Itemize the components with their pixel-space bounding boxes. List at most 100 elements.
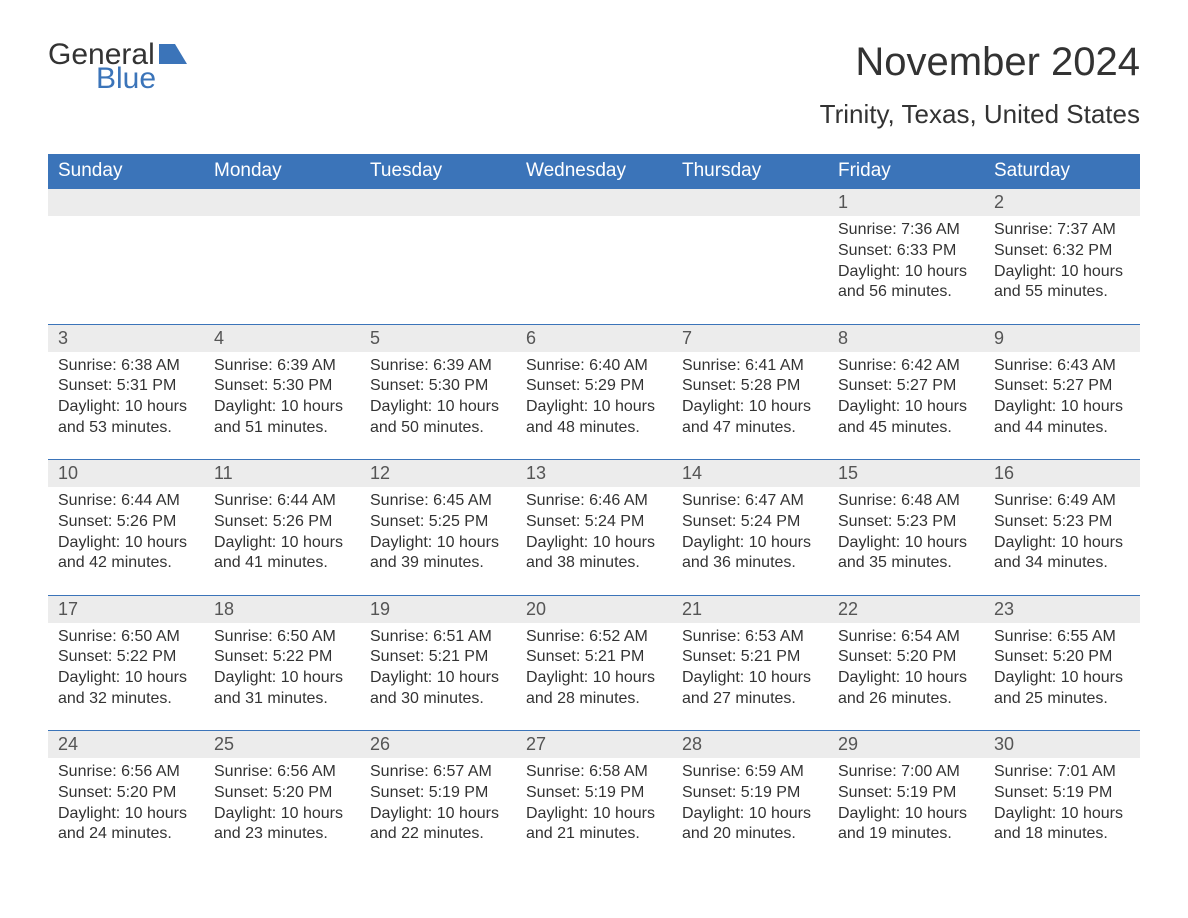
day-number: 19 xyxy=(360,595,516,623)
sunrise-line: Sunrise: 7:37 AM xyxy=(994,220,1130,241)
sunset-line: Sunset: 5:29 PM xyxy=(526,376,662,397)
content-row: Sunrise: 7:36 AMSunset: 6:33 PMDaylight:… xyxy=(48,216,1140,324)
day-cell: Sunrise: 6:45 AMSunset: 5:25 PMDaylight:… xyxy=(360,487,516,595)
sunrise-line: Sunrise: 6:53 AM xyxy=(682,627,818,648)
day-number: 14 xyxy=(672,460,828,488)
sunset-line: Sunset: 5:20 PM xyxy=(838,647,974,668)
daynum-row: 10111213141516 xyxy=(48,460,1140,488)
daylight-line-1: Daylight: 10 hours xyxy=(370,804,506,825)
day-number: 1 xyxy=(828,189,984,217)
day-number: 27 xyxy=(516,731,672,759)
daynum-row: 17181920212223 xyxy=(48,595,1140,623)
sunrise-line: Sunrise: 6:51 AM xyxy=(370,627,506,648)
day-number: 16 xyxy=(984,460,1140,488)
sunrise-line: Sunrise: 6:41 AM xyxy=(682,356,818,377)
content-row: Sunrise: 6:56 AMSunset: 5:20 PMDaylight:… xyxy=(48,758,1140,866)
daylight-line-2: and 18 minutes. xyxy=(994,824,1130,845)
daylight-line-2: and 38 minutes. xyxy=(526,553,662,574)
daylight-line-2: and 48 minutes. xyxy=(526,418,662,439)
sunset-line: Sunset: 5:24 PM xyxy=(526,512,662,533)
day-cell: Sunrise: 6:43 AMSunset: 5:27 PMDaylight:… xyxy=(984,352,1140,460)
daylight-line-1: Daylight: 10 hours xyxy=(994,397,1130,418)
daylight-line-1: Daylight: 10 hours xyxy=(526,804,662,825)
sunrise-line: Sunrise: 6:52 AM xyxy=(526,627,662,648)
day-cell: Sunrise: 7:01 AMSunset: 5:19 PMDaylight:… xyxy=(984,758,1140,866)
sunrise-line: Sunrise: 6:38 AM xyxy=(58,356,194,377)
day-number: 24 xyxy=(48,731,204,759)
daylight-line-2: and 35 minutes. xyxy=(838,553,974,574)
daylight-line-2: and 21 minutes. xyxy=(526,824,662,845)
day-cell: Sunrise: 6:49 AMSunset: 5:23 PMDaylight:… xyxy=(984,487,1140,595)
header: General Blue November 2024 Trinity, Texa… xyxy=(48,40,1140,130)
daylight-line-2: and 34 minutes. xyxy=(994,553,1130,574)
sunrise-line: Sunrise: 6:43 AM xyxy=(994,356,1130,377)
day-cell: Sunrise: 6:44 AMSunset: 5:26 PMDaylight:… xyxy=(48,487,204,595)
sunrise-line: Sunrise: 6:55 AM xyxy=(994,627,1130,648)
daylight-line-2: and 53 minutes. xyxy=(58,418,194,439)
daylight-line-2: and 36 minutes. xyxy=(682,553,818,574)
day-cell: Sunrise: 6:52 AMSunset: 5:21 PMDaylight:… xyxy=(516,623,672,731)
sunrise-line: Sunrise: 6:57 AM xyxy=(370,762,506,783)
sunset-line: Sunset: 5:19 PM xyxy=(526,783,662,804)
daylight-line-1: Daylight: 10 hours xyxy=(838,668,974,689)
sunrise-line: Sunrise: 6:44 AM xyxy=(58,491,194,512)
daynum-row: 12 xyxy=(48,189,1140,217)
daylight-line-1: Daylight: 10 hours xyxy=(526,397,662,418)
weekday-header-row: SundayMondayTuesdayWednesdayThursdayFrid… xyxy=(48,154,1140,189)
daylight-line-1: Daylight: 10 hours xyxy=(682,533,818,554)
daylight-line-2: and 39 minutes. xyxy=(370,553,506,574)
day-number: 29 xyxy=(828,731,984,759)
day-cell xyxy=(48,216,204,324)
brand-logo: General Blue xyxy=(48,40,187,94)
sunrise-line: Sunrise: 6:56 AM xyxy=(214,762,350,783)
daylight-line-1: Daylight: 10 hours xyxy=(58,668,194,689)
daynum-row: 24252627282930 xyxy=(48,731,1140,759)
daylight-line-2: and 47 minutes. xyxy=(682,418,818,439)
sunrise-line: Sunrise: 6:48 AM xyxy=(838,491,974,512)
daylight-line-1: Daylight: 10 hours xyxy=(682,397,818,418)
sunset-line: Sunset: 5:27 PM xyxy=(838,376,974,397)
daylight-line-1: Daylight: 10 hours xyxy=(214,668,350,689)
sunset-line: Sunset: 5:30 PM xyxy=(214,376,350,397)
day-cell: Sunrise: 6:56 AMSunset: 5:20 PMDaylight:… xyxy=(204,758,360,866)
daylight-line-2: and 20 minutes. xyxy=(682,824,818,845)
content-row: Sunrise: 6:44 AMSunset: 5:26 PMDaylight:… xyxy=(48,487,1140,595)
daylight-line-1: Daylight: 10 hours xyxy=(682,804,818,825)
day-number: 17 xyxy=(48,595,204,623)
day-number: 4 xyxy=(204,324,360,352)
day-cell: Sunrise: 6:59 AMSunset: 5:19 PMDaylight:… xyxy=(672,758,828,866)
daylight-line-2: and 56 minutes. xyxy=(838,282,974,303)
sunset-line: Sunset: 5:19 PM xyxy=(682,783,818,804)
day-cell: Sunrise: 6:39 AMSunset: 5:30 PMDaylight:… xyxy=(204,352,360,460)
sunset-line: Sunset: 5:21 PM xyxy=(370,647,506,668)
day-cell: Sunrise: 7:00 AMSunset: 5:19 PMDaylight:… xyxy=(828,758,984,866)
sunrise-line: Sunrise: 6:40 AM xyxy=(526,356,662,377)
daylight-line-1: Daylight: 10 hours xyxy=(58,397,194,418)
daylight-line-1: Daylight: 10 hours xyxy=(838,804,974,825)
weekday-header: Wednesday xyxy=(516,154,672,189)
day-number: 13 xyxy=(516,460,672,488)
day-cell: Sunrise: 6:48 AMSunset: 5:23 PMDaylight:… xyxy=(828,487,984,595)
sunrise-line: Sunrise: 6:46 AM xyxy=(526,491,662,512)
daylight-line-1: Daylight: 10 hours xyxy=(838,533,974,554)
daylight-line-2: and 22 minutes. xyxy=(370,824,506,845)
day-cell: Sunrise: 6:53 AMSunset: 5:21 PMDaylight:… xyxy=(672,623,828,731)
day-number: 26 xyxy=(360,731,516,759)
daylight-line-2: and 26 minutes. xyxy=(838,689,974,710)
daylight-line-1: Daylight: 10 hours xyxy=(994,533,1130,554)
daylight-line-2: and 25 minutes. xyxy=(994,689,1130,710)
daylight-line-2: and 24 minutes. xyxy=(58,824,194,845)
content-row: Sunrise: 6:38 AMSunset: 5:31 PMDaylight:… xyxy=(48,352,1140,460)
day-number: 28 xyxy=(672,731,828,759)
day-number xyxy=(672,189,828,217)
day-number: 9 xyxy=(984,324,1140,352)
day-number: 10 xyxy=(48,460,204,488)
daylight-line-1: Daylight: 10 hours xyxy=(58,533,194,554)
daynum-row: 3456789 xyxy=(48,324,1140,352)
flag-icon xyxy=(159,44,187,64)
sunset-line: Sunset: 5:28 PM xyxy=(682,376,818,397)
day-cell: Sunrise: 6:47 AMSunset: 5:24 PMDaylight:… xyxy=(672,487,828,595)
day-cell: Sunrise: 6:50 AMSunset: 5:22 PMDaylight:… xyxy=(204,623,360,731)
daylight-line-2: and 50 minutes. xyxy=(370,418,506,439)
sunset-line: Sunset: 5:20 PM xyxy=(994,647,1130,668)
